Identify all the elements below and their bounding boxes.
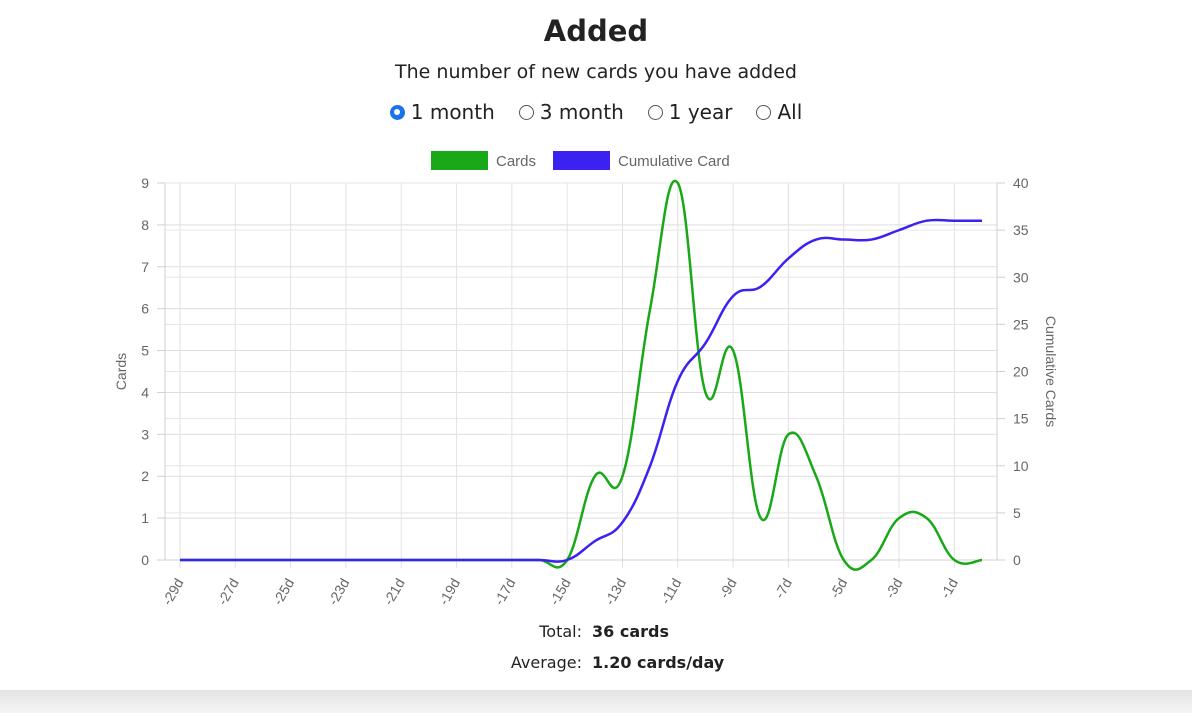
- legend-swatch: [553, 151, 610, 170]
- y-right-tick-label: 10: [1013, 458, 1029, 474]
- y-left-tick-label: 3: [141, 426, 149, 442]
- radio-3-month[interactable]: [518, 104, 534, 120]
- range-option-all[interactable]: All: [756, 100, 802, 124]
- y-left-tick-label: 9: [141, 175, 149, 191]
- y-left-tick-label: 1: [141, 510, 149, 526]
- legend-swatch: [431, 151, 488, 170]
- y-left-tick-label: 0: [141, 552, 149, 568]
- footer-divider: [0, 690, 1192, 713]
- graph-subtitle: The number of new cards you have added: [395, 61, 797, 83]
- y-left-tick-label: 6: [141, 301, 149, 317]
- y-right-tick-label: 15: [1013, 411, 1029, 427]
- average-value: 1.20 cards/day: [592, 653, 725, 672]
- range-option-1-month[interactable]: 1 month: [389, 100, 495, 124]
- legend-label: Cards: [496, 153, 536, 170]
- y-right-tick-label: 25: [1013, 316, 1029, 332]
- total-label: Total:: [539, 622, 582, 641]
- x-tick-label: -13d: [601, 576, 629, 608]
- y-right-tick-label: 35: [1013, 222, 1029, 238]
- radio-all[interactable]: [756, 104, 772, 120]
- radio-1-year[interactable]: [647, 104, 663, 120]
- range-label-1-month: 1 month: [410, 100, 495, 124]
- graph-title: Added: [543, 14, 649, 48]
- x-tick-label: -21d: [380, 576, 408, 608]
- radio-1-month[interactable]: [389, 104, 405, 120]
- x-tick-label: -1d: [937, 576, 961, 602]
- range-label-1-year: 1 year: [668, 100, 733, 124]
- x-tick-label: -11d: [657, 576, 684, 607]
- added-chart: 0 1 2 3 4 5 6 7 8 9 0 5 10 15 20 25 30 35 40 -29d -27d -25d -2…: [113, 151, 1059, 608]
- x-tick-label: -25d: [269, 576, 297, 608]
- total-value: 36 cards: [592, 622, 669, 641]
- y-left-tick-label: 8: [141, 217, 149, 233]
- y-right-tick-label: 0: [1013, 552, 1021, 568]
- series-line-cumulative: [180, 218, 982, 563]
- x-tick-label: -7d: [771, 576, 795, 602]
- y-left-tick-label: 7: [141, 259, 149, 275]
- x-tick-label: -27d: [214, 576, 242, 608]
- x-tick-label: -5d: [826, 576, 850, 602]
- y-left-tick-label: 2: [141, 468, 149, 484]
- range-selector: 1 month 3 month 1 year All: [0, 100, 1192, 124]
- average-label: Average:: [510, 653, 582, 672]
- x-tick-label: -23d: [325, 576, 353, 608]
- y-right-tick-label: 20: [1013, 364, 1029, 380]
- y-right-tick-label: 5: [1013, 505, 1021, 521]
- range-label-3-month: 3 month: [539, 100, 624, 124]
- legend-label: Cumulative Card: [618, 153, 730, 170]
- y-right-tick-label: 40: [1013, 175, 1029, 191]
- y-left-axis-title: Cards: [113, 353, 129, 390]
- x-tick-label: -3d: [882, 576, 906, 602]
- range-option-3-month[interactable]: 3 month: [518, 100, 624, 124]
- y-right-tick-label: 30: [1013, 269, 1029, 285]
- x-tick-label: -19d: [435, 576, 463, 608]
- range-label-all: All: [777, 100, 803, 124]
- x-tick-label: -15d: [546, 576, 574, 608]
- y-left-tick-label: 4: [141, 384, 149, 400]
- y-right-axis-title: Cumulative Cards: [1043, 316, 1059, 427]
- range-option-1-year[interactable]: 1 year: [647, 100, 733, 124]
- x-tick-label: -29d: [159, 576, 187, 608]
- x-tick-label: -9d: [716, 576, 740, 602]
- y-left-tick-label: 5: [141, 343, 149, 359]
- x-tick-label: -17d: [491, 576, 519, 608]
